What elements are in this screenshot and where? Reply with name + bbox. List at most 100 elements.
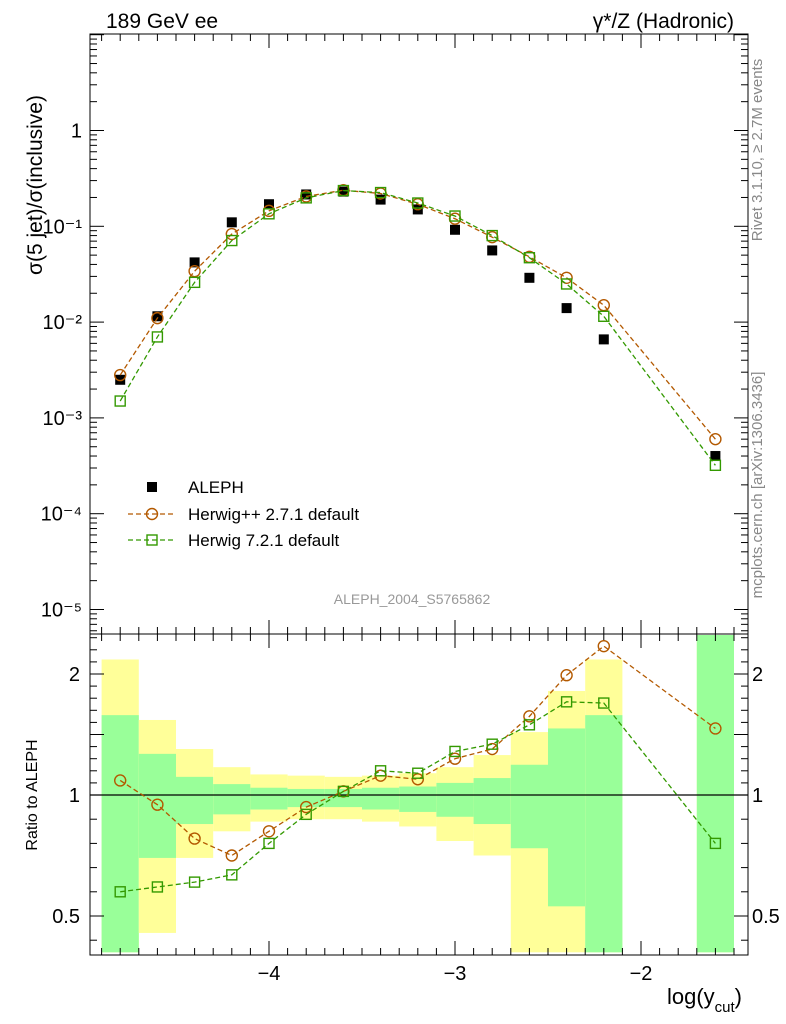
stat-uncertainty-band-10 xyxy=(473,778,511,825)
stat-uncertainty-band-8 xyxy=(399,786,437,812)
x-tick-label: −2 xyxy=(630,963,653,985)
data-point-1-3 xyxy=(225,227,239,241)
data-point-2-11 xyxy=(523,252,536,264)
ratio-point-0-5 xyxy=(300,800,313,814)
data-point-0-13 xyxy=(598,334,609,345)
data-point-2-7 xyxy=(374,186,387,199)
data-point-2-5 xyxy=(300,192,312,204)
data-point-0-12 xyxy=(561,303,572,314)
data-point-1-0 xyxy=(113,368,127,382)
stat-uncertainty-band-13 xyxy=(585,715,623,953)
y-tick-label: 10⁻² xyxy=(43,312,83,334)
legend-marker-2 xyxy=(146,534,158,546)
data-point-2-8 xyxy=(412,197,424,209)
ratio-plot-series xyxy=(113,639,722,898)
header-right: γ*/Z (Hadronic) xyxy=(593,10,734,33)
ratio-point-0-9 xyxy=(448,752,462,765)
ratio-point-1-9 xyxy=(449,745,461,758)
data-point-0-14 xyxy=(710,451,721,462)
legend-label-1: Herwig++ 2.7.1 default xyxy=(188,505,359,524)
y-tick-label: 10⁻¹ xyxy=(43,216,83,238)
data-point-2-9 xyxy=(449,210,461,222)
data-point-0-4 xyxy=(264,199,274,210)
stat-uncertainty-band-6 xyxy=(324,788,362,808)
data-point-1-12 xyxy=(560,271,573,285)
stat-uncertainty-band-3 xyxy=(213,784,251,815)
ratio-point-0-11 xyxy=(523,710,536,723)
legend-label-0: ALEPH xyxy=(188,478,244,497)
stat-uncertainty-band-7 xyxy=(362,787,400,810)
data-point-0-5 xyxy=(301,189,312,200)
ratio-point-1-0 xyxy=(114,886,126,898)
legend-label-2: Herwig 7.2.1 default xyxy=(188,531,339,550)
ratio-y-axis-label: Ratio to ALEPH xyxy=(24,739,41,850)
data-point-0-1 xyxy=(152,311,163,322)
ratio-tick-label-left: 1 xyxy=(69,785,80,807)
y-tick-label: 10⁻³ xyxy=(43,408,83,430)
legend: ALEPH Herwig++ 2.7.1 default Herwig 7.2.1 … xyxy=(128,478,359,550)
data-point-2-4 xyxy=(263,208,275,220)
data-point-0-3 xyxy=(226,217,237,228)
ratio-point-1-3 xyxy=(226,869,238,881)
data-point-0-2 xyxy=(189,257,200,268)
ratio-point-1-8 xyxy=(412,767,424,779)
y-tick-label: 10⁻⁴ xyxy=(41,504,82,526)
ratio-point-0-4 xyxy=(262,825,276,838)
stat-uncertainty-band-12 xyxy=(548,728,586,907)
ratio-uncertainty-bands xyxy=(101,635,734,953)
x-tick-label: −4 xyxy=(258,963,281,985)
rivet-version-label: Rivet 3.1.10, ≥ 2.7M events xyxy=(749,59,766,242)
stat-uncertainty-band-2 xyxy=(176,776,214,825)
ratio-tick-label-right: 2 xyxy=(752,664,763,686)
ratio-tick-label-left: 0.5 xyxy=(52,906,80,928)
ratio-line-1 xyxy=(120,701,716,893)
legend-marker-1 xyxy=(145,507,159,521)
data-point-0-11 xyxy=(524,272,535,283)
ratio-point-0-1 xyxy=(151,798,164,811)
header-left: 189 GeV ee xyxy=(106,10,218,33)
data-point-2-1 xyxy=(151,331,164,343)
ratio-tick-label-right: 0.5 xyxy=(752,906,780,928)
data-point-2-0 xyxy=(114,395,126,407)
ratio-point-1-5 xyxy=(300,808,312,821)
ratio-point-1-2 xyxy=(188,876,201,888)
stat-uncertainty-band-1 xyxy=(138,753,176,858)
mcplots-label: mcplots.cern.ch [arXiv:1306.3436] xyxy=(749,372,766,599)
analysis-watermark: ALEPH_2004_S5765862 xyxy=(334,591,491,607)
data-point-2-13 xyxy=(598,310,610,322)
data-point-2-14 xyxy=(709,459,722,472)
ratio-point-1-10 xyxy=(486,738,498,750)
ratio-point-1-4 xyxy=(263,837,275,850)
y-axis-label: σ(5 jet)/σ(inclusive) xyxy=(24,95,47,275)
legend-marker-0 xyxy=(147,482,157,492)
stat-uncertainty-band-0 xyxy=(101,715,139,953)
main-plot-series xyxy=(113,184,722,472)
data-point-2-10 xyxy=(486,229,498,242)
ratio-point-1-13 xyxy=(598,697,610,709)
data-point-0-6 xyxy=(338,186,349,197)
y-tick-label: 1 xyxy=(71,121,82,143)
ratio-point-0-13 xyxy=(597,639,610,653)
ratio-point-1-14 xyxy=(709,837,722,850)
data-point-2-2 xyxy=(188,276,201,289)
data-point-2-12 xyxy=(560,278,573,290)
ratio-plot-axes: −4 −3 −2 2 2 1 1 0.5 0.5 xyxy=(52,633,780,985)
ratio-point-0-14 xyxy=(709,722,722,735)
stat-uncertainty-band-11 xyxy=(510,764,548,849)
stat-uncertainty-band-4 xyxy=(250,787,288,810)
data-point-2-3 xyxy=(226,234,238,247)
stat-uncertainty-band-9 xyxy=(436,782,474,817)
y-tick-label: 10⁻⁵ xyxy=(41,600,82,622)
data-point-1-14 xyxy=(709,432,722,446)
ratio-point-0-12 xyxy=(560,669,573,682)
stat-uncertainty-band-5 xyxy=(287,788,325,808)
ratio-point-1-11 xyxy=(523,719,536,731)
series-line-1 xyxy=(119,189,716,440)
ratio-point-1-6 xyxy=(337,785,350,798)
ratio-tick-label-right: 1 xyxy=(752,785,763,807)
data-point-0-0 xyxy=(115,374,126,385)
data-point-1-1 xyxy=(151,311,164,325)
ratio-point-0-2 xyxy=(188,832,201,845)
ratio-point-0-3 xyxy=(225,849,239,862)
